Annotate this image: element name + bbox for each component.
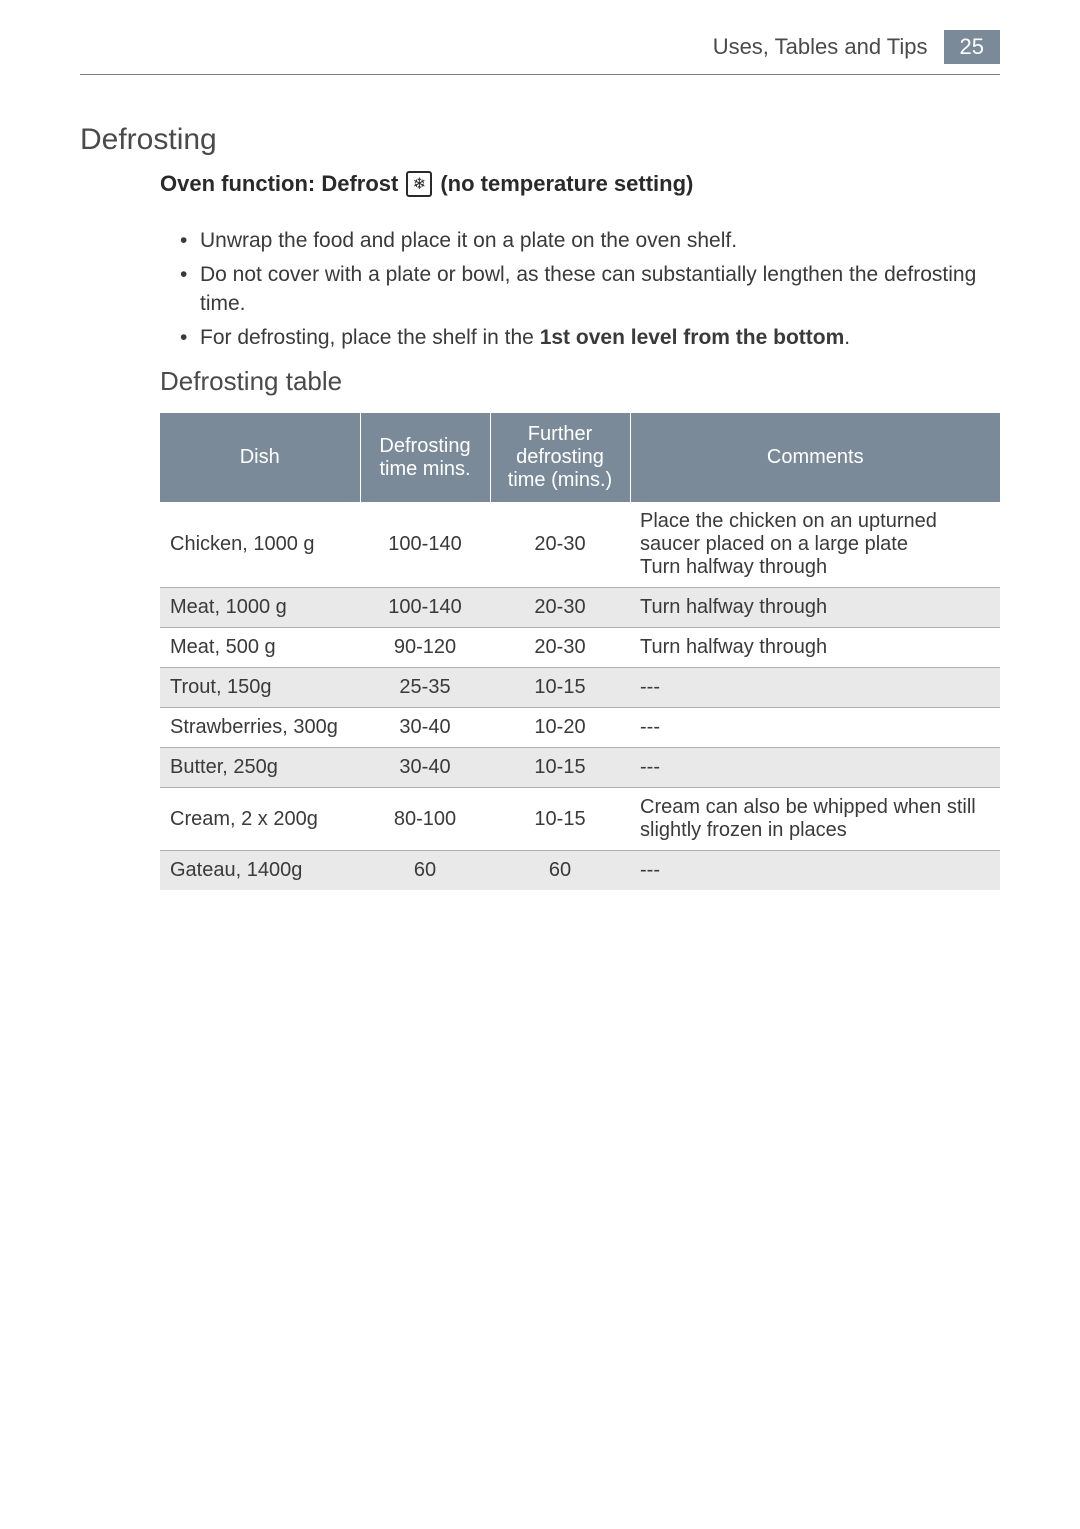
cell-further: 10-15: [490, 748, 630, 788]
cell-comment: ---: [630, 748, 1000, 788]
cell-dish: Meat, 500 g: [160, 628, 360, 668]
cell-dish: Meat, 1000 g: [160, 588, 360, 628]
cell-comment: ---: [630, 851, 1000, 891]
table-row: Chicken, 1000 g100-14020-30Place the chi…: [160, 502, 1000, 588]
col-header-time: Defrosting time mins.: [360, 413, 490, 502]
cell-dish: Gateau, 1400g: [160, 851, 360, 891]
oven-function-suffix: (no temperature setting): [440, 171, 693, 197]
cell-comment: Place the chicken on an upturned saucer …: [630, 502, 1000, 588]
page-number: 25: [944, 30, 1000, 64]
cell-dish: Trout, 150g: [160, 668, 360, 708]
cell-time: 60: [360, 851, 490, 891]
cell-time: 90-120: [360, 628, 490, 668]
cell-time: 80-100: [360, 788, 490, 851]
oven-function-line: Oven function: Defrost ❄ (no temperature…: [160, 171, 1000, 197]
cell-further: 20-30: [490, 628, 630, 668]
text-bold: 1st oven level from the bottom: [540, 326, 845, 349]
cell-further: 60: [490, 851, 630, 891]
defrost-icon: ❄: [406, 171, 432, 197]
cell-time: 25-35: [360, 668, 490, 708]
page: Uses, Tables and Tips 25 Defrosting Oven…: [0, 0, 1080, 1529]
page-title: Defrosting: [80, 123, 1000, 157]
col-header-further: Further defrosting time (mins.): [490, 413, 630, 502]
cell-further: 10-20: [490, 708, 630, 748]
list-item: For defrosting, place the shelf in the 1…: [180, 324, 1000, 352]
defrosting-table: Dish Defrosting time mins. Further defro…: [160, 413, 1000, 890]
cell-dish: Butter, 250g: [160, 748, 360, 788]
page-header: Uses, Tables and Tips 25: [80, 0, 1000, 75]
table-header-row: Dish Defrosting time mins. Further defro…: [160, 413, 1000, 502]
table-row: Trout, 150g25-3510-15---: [160, 668, 1000, 708]
instruction-list: Unwrap the food and place it on a plate …: [180, 227, 1000, 352]
table-row: Meat, 500 g90-12020-30Turn halfway throu…: [160, 628, 1000, 668]
cell-dish: Strawberries, 300g: [160, 708, 360, 748]
cell-further: 20-30: [490, 502, 630, 588]
col-header-dish: Dish: [160, 413, 360, 502]
section-title: Uses, Tables and Tips: [713, 34, 928, 60]
cell-comment: Turn halfway through: [630, 588, 1000, 628]
cell-time: 100-140: [360, 502, 490, 588]
text: .: [844, 326, 850, 349]
cell-comment: Turn halfway through: [630, 628, 1000, 668]
cell-further: 10-15: [490, 668, 630, 708]
table-row: Strawberries, 300g30-4010-20---: [160, 708, 1000, 748]
text: For defrosting, place the shelf in the: [200, 326, 540, 349]
list-item: Do not cover with a plate or bowl, as th…: [180, 261, 1000, 318]
cell-time: 30-40: [360, 708, 490, 748]
table-body: Chicken, 1000 g100-14020-30Place the chi…: [160, 502, 1000, 890]
oven-function-prefix: Oven function: Defrost: [160, 171, 398, 197]
cell-comment: ---: [630, 668, 1000, 708]
table-row: Meat, 1000 g100-14020-30Turn halfway thr…: [160, 588, 1000, 628]
cell-time: 30-40: [360, 748, 490, 788]
table-row: Butter, 250g30-4010-15---: [160, 748, 1000, 788]
cell-dish: Cream, 2 x 200g: [160, 788, 360, 851]
cell-dish: Chicken, 1000 g: [160, 502, 360, 588]
cell-comment: ---: [630, 708, 1000, 748]
cell-comment: Cream can also be whipped when still sli…: [630, 788, 1000, 851]
table-row: Gateau, 1400g6060---: [160, 851, 1000, 891]
cell-further: 20-30: [490, 588, 630, 628]
list-item: Unwrap the food and place it on a plate …: [180, 227, 1000, 255]
table-head: Dish Defrosting time mins. Further defro…: [160, 413, 1000, 502]
subtitle: Defrosting table: [160, 366, 1000, 397]
table-row: Cream, 2 x 200g80-10010-15Cream can also…: [160, 788, 1000, 851]
cell-time: 100-140: [360, 588, 490, 628]
cell-further: 10-15: [490, 788, 630, 851]
col-header-comment: Comments: [630, 413, 1000, 502]
